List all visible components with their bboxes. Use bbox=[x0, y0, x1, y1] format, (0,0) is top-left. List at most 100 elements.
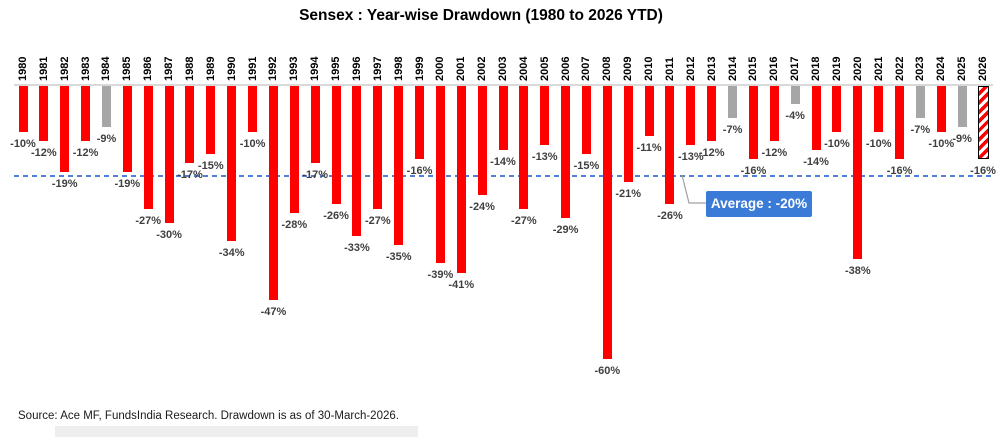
bar-2016 bbox=[769, 86, 779, 141]
year-label-2017: 2017 bbox=[789, 56, 802, 81]
year-label-2006: 2006 bbox=[559, 56, 572, 81]
year-label-1991: 1991 bbox=[246, 56, 259, 81]
year-label-2019: 2019 bbox=[830, 56, 843, 81]
bar-1995 bbox=[331, 86, 341, 205]
value-label-2009: -21% bbox=[615, 187, 642, 200]
year-label-2026: 2026 bbox=[977, 56, 990, 81]
bar-2023 bbox=[915, 86, 925, 118]
value-label-2023: -7% bbox=[910, 123, 931, 136]
bar-2001 bbox=[456, 86, 466, 273]
year-label-2021: 2021 bbox=[872, 56, 885, 81]
value-label-2015: -16% bbox=[740, 164, 767, 177]
value-label-1988: -17% bbox=[177, 169, 203, 182]
value-label-1999: -16% bbox=[406, 164, 433, 177]
bar-1980 bbox=[18, 86, 28, 132]
year-label-2007: 2007 bbox=[580, 56, 593, 81]
bar-2024 bbox=[936, 86, 946, 132]
year-label-2020: 2020 bbox=[851, 56, 864, 81]
bar-2007 bbox=[581, 86, 591, 155]
year-label-2000: 2000 bbox=[434, 56, 447, 81]
bar-1998 bbox=[394, 86, 404, 246]
year-label-1981: 1981 bbox=[37, 56, 50, 81]
value-label-2010: -11% bbox=[636, 142, 662, 155]
value-label-2001: -41% bbox=[448, 278, 475, 291]
year-label-1983: 1983 bbox=[79, 56, 92, 81]
bar-2008 bbox=[602, 86, 612, 359]
value-label-1983: -12% bbox=[72, 146, 99, 159]
bar-1991 bbox=[248, 86, 258, 132]
bar-2019 bbox=[832, 86, 842, 132]
bar-2013 bbox=[707, 86, 717, 141]
year-label-2022: 2022 bbox=[893, 56, 906, 81]
value-label-2002: -24% bbox=[469, 201, 495, 214]
year-label-1986: 1986 bbox=[142, 56, 155, 81]
bar-1984 bbox=[101, 86, 111, 127]
year-label-2015: 2015 bbox=[747, 56, 760, 81]
year-label-1992: 1992 bbox=[267, 56, 280, 81]
value-label-2024: -10% bbox=[928, 137, 955, 150]
value-label-1989: -15% bbox=[197, 160, 224, 173]
year-label-2003: 2003 bbox=[497, 56, 509, 81]
value-label-1985: -19% bbox=[114, 178, 141, 191]
year-label-2013: 2013 bbox=[705, 56, 718, 81]
bar-2003 bbox=[498, 86, 508, 150]
value-label-2017: -4% bbox=[785, 110, 805, 123]
year-label-1985: 1985 bbox=[121, 56, 134, 81]
value-label-2016: -12% bbox=[761, 146, 788, 159]
bar-1987 bbox=[164, 86, 174, 223]
value-label-2006: -29% bbox=[552, 223, 579, 236]
bar-2009 bbox=[623, 86, 633, 182]
value-label-1998: -35% bbox=[385, 251, 412, 264]
year-label-1987: 1987 bbox=[163, 56, 176, 81]
year-label-2002: 2002 bbox=[476, 56, 489, 81]
value-label-1982: -19% bbox=[51, 178, 78, 191]
average-reference-line bbox=[14, 175, 993, 177]
year-label-1989: 1989 bbox=[204, 56, 217, 81]
value-label-2008: -60% bbox=[594, 365, 621, 377]
bar-1981 bbox=[39, 86, 49, 141]
bar-2020 bbox=[853, 86, 863, 259]
year-label-2008: 2008 bbox=[601, 56, 614, 81]
year-label-1997: 1997 bbox=[371, 56, 384, 81]
year-label-2016: 2016 bbox=[768, 56, 781, 81]
year-label-2025: 2025 bbox=[956, 56, 969, 81]
bar-1989 bbox=[206, 86, 216, 155]
bar-1999 bbox=[415, 86, 425, 159]
value-label-1991: -10% bbox=[239, 137, 266, 150]
bar-2012 bbox=[686, 86, 696, 146]
value-label-1987: -30% bbox=[156, 228, 182, 241]
value-label-2004: -27% bbox=[511, 214, 537, 227]
year-label-1999: 1999 bbox=[413, 56, 426, 81]
value-label-1984: -9% bbox=[96, 132, 117, 145]
year-label-2018: 2018 bbox=[810, 56, 823, 81]
year-label-1988: 1988 bbox=[183, 56, 196, 81]
value-label-2003: -14% bbox=[490, 155, 516, 168]
value-label-2000: -39% bbox=[427, 269, 454, 282]
year-label-1990: 1990 bbox=[225, 56, 238, 81]
bar-2017 bbox=[790, 86, 800, 105]
value-label-2025: -9% bbox=[952, 132, 972, 145]
value-label-1995: -26% bbox=[323, 210, 349, 223]
bar-1994 bbox=[310, 86, 320, 164]
value-label-2014: -7% bbox=[722, 123, 743, 136]
year-label-2023: 2023 bbox=[914, 56, 927, 81]
year-label-2024: 2024 bbox=[935, 56, 948, 81]
value-label-2012: -13% bbox=[677, 151, 704, 164]
bar-2006 bbox=[561, 86, 571, 218]
average-callout-connector bbox=[681, 174, 707, 204]
value-label-2005: -13% bbox=[531, 151, 558, 164]
value-label-1994: -17% bbox=[302, 169, 329, 182]
value-label-1996: -33% bbox=[344, 242, 370, 255]
value-label-1990: -34% bbox=[218, 246, 245, 259]
source-note: Source: Ace MF, FundsIndia Research. Dra… bbox=[18, 410, 399, 422]
year-label-1980: 1980 bbox=[17, 56, 29, 81]
value-label-1981: -12% bbox=[31, 146, 57, 159]
year-label-1982: 1982 bbox=[58, 56, 71, 81]
bar-1990 bbox=[227, 86, 237, 241]
bar-2010 bbox=[644, 86, 654, 137]
bar-1982 bbox=[60, 86, 70, 173]
year-label-2004: 2004 bbox=[517, 56, 530, 81]
bar-2000 bbox=[435, 86, 445, 264]
value-label-2026: -16% bbox=[970, 164, 996, 177]
bar-2015 bbox=[748, 86, 758, 159]
